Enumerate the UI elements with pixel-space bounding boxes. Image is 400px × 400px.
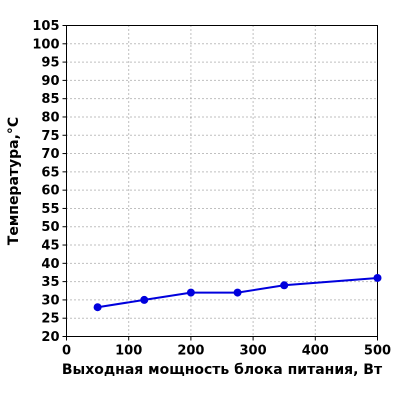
- y-tick-label: 50: [41, 220, 59, 235]
- y-tick-label: 90: [41, 74, 59, 89]
- plot-area-frame: [66, 25, 378, 337]
- y-tick-label: 40: [41, 257, 59, 272]
- y-tick-label: 70: [41, 147, 59, 162]
- y-tick-label: 45: [41, 239, 59, 254]
- x-tick-label: 400: [302, 344, 329, 359]
- series-group: [93, 273, 382, 312]
- y-tick-label: 75: [41, 129, 59, 144]
- data-point: [93, 303, 102, 312]
- data-point: [233, 288, 242, 297]
- y-tick-label: 100: [32, 37, 59, 52]
- x-axis-title: Выходная мощность блока питания, Вт: [62, 362, 383, 378]
- y-tick-label: 20: [41, 330, 59, 345]
- y-tick-label: 35: [41, 275, 59, 290]
- y-tick-label: 85: [41, 92, 59, 107]
- x-axis-ticks: 0 100 200 300 400 500: [62, 336, 391, 359]
- data-point: [280, 281, 289, 290]
- y-tick-label: 95: [41, 56, 59, 71]
- y-tick-label: 25: [41, 312, 59, 327]
- y-axis-ticks: 20 25 30 35 40 45 50 55 60 65 70 75 80 85 90 95 100 105: [32, 19, 67, 345]
- grid: [66, 25, 378, 337]
- y-tick-label: 80: [41, 110, 59, 125]
- data-point: [186, 288, 195, 297]
- x-tick-label: 300: [240, 344, 267, 359]
- x-tick-label: 500: [364, 344, 391, 359]
- x-tick-label: 200: [177, 344, 204, 359]
- y-tick-label: 65: [41, 165, 59, 180]
- data-point: [140, 295, 149, 304]
- y-tick-label: 55: [41, 202, 59, 217]
- series-line: [97, 277, 378, 309]
- x-tick-label: 100: [115, 344, 142, 359]
- y-tick-label: 60: [41, 184, 59, 199]
- y-axis-title: Температура,°C: [6, 117, 22, 245]
- data-point: [373, 273, 382, 282]
- y-tick-label: 105: [32, 19, 59, 34]
- y-tick-label: 30: [41, 293, 59, 308]
- x-tick-label: 0: [62, 344, 71, 359]
